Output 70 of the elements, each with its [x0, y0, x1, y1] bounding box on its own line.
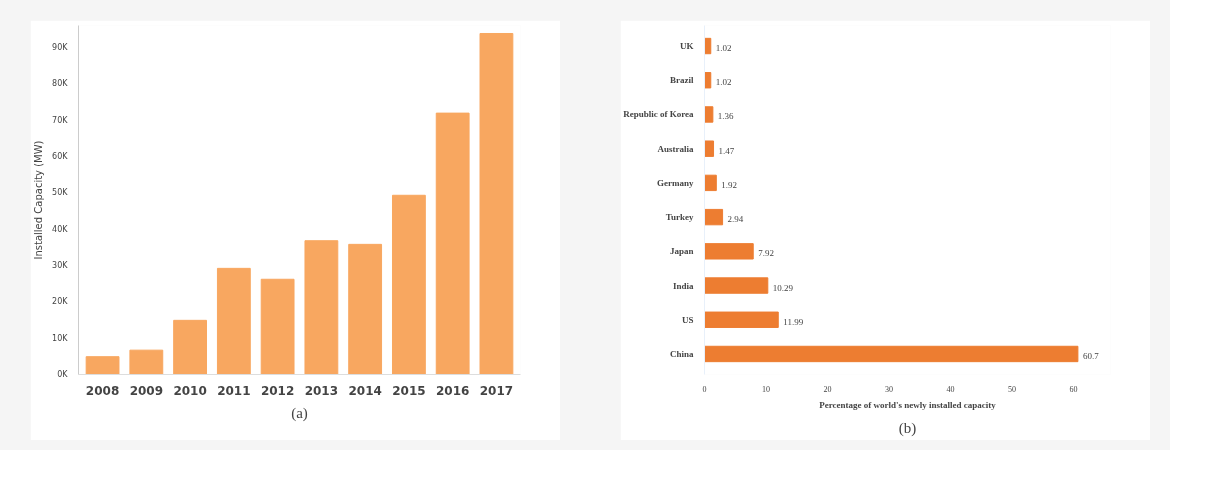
x-axis-title: Percentage of world's newly installed capacity	[819, 399, 997, 410]
bar	[392, 194, 426, 375]
text: (a)	[291, 404, 308, 422]
y-tick-label: 30K	[52, 260, 69, 270]
y-tick-label: UK	[680, 41, 694, 52]
bar	[704, 243, 754, 260]
x-tick-label: 30	[885, 384, 894, 394]
text: (b)	[898, 419, 917, 437]
bar	[704, 345, 1079, 363]
x-tick-label: 2016	[435, 383, 470, 398]
data-label: 1.92	[721, 179, 738, 190]
y-tick-label: 50K	[52, 188, 69, 198]
y-tick-label: Republic of Korea	[623, 109, 694, 120]
x-tick-label: 2017	[479, 383, 514, 398]
bar	[435, 112, 470, 375]
x-tick-label: 20	[823, 384, 832, 394]
y-tick-label: Brazil	[670, 75, 694, 86]
data-label: 1.02	[715, 77, 732, 88]
bar	[479, 33, 514, 375]
y-tick-label: Australia	[657, 143, 694, 154]
data-label: 11.99	[783, 316, 804, 327]
bar	[704, 72, 712, 89]
y-tick-label: 80K	[52, 79, 69, 89]
bar	[704, 140, 715, 157]
data-label: 1.36	[717, 111, 735, 122]
x-tick-label: 50	[1008, 384, 1017, 394]
y-tick-label: 10K	[52, 333, 69, 343]
y-tick-label: Germany	[657, 177, 694, 188]
y-tick-label: 40K	[52, 224, 69, 234]
x-tick-label: 2015	[392, 383, 426, 398]
y-tick-label: Japan	[669, 246, 694, 257]
x-tick-label: 10	[762, 384, 771, 394]
bar	[704, 106, 714, 123]
y-tick-label: US	[682, 314, 694, 325]
y-axis-title: Installed Capacity (MW)	[33, 140, 45, 260]
y-tick-label: India	[672, 280, 694, 291]
y-tick-label: 0K	[57, 370, 69, 379]
bar	[704, 174, 717, 192]
y-tick-label: 20K	[52, 297, 69, 307]
bar	[85, 356, 120, 375]
x-tick-label: 2014	[348, 383, 382, 398]
bar	[216, 267, 251, 375]
x-tick-label: 40	[946, 384, 955, 394]
y-tick-label: 90K	[52, 42, 69, 52]
data-label: 2.94	[727, 214, 744, 225]
bar	[173, 319, 207, 375]
x-tick-label: 0	[702, 384, 707, 394]
y-tick-label: 70K	[52, 115, 69, 125]
x-tick-label: 2008	[85, 383, 120, 398]
x-tick-label: 2012	[260, 383, 295, 398]
data-label: 7.92	[758, 248, 774, 259]
y-tick-label: Turkey	[665, 212, 694, 223]
x-tick-label: 2011	[217, 383, 251, 398]
bar	[348, 243, 383, 375]
x-tick-label: 2013	[304, 383, 339, 398]
x-tick-label: 2010	[173, 383, 207, 398]
bar	[304, 240, 339, 375]
bar	[260, 278, 295, 375]
y-tick-label: 60K	[52, 151, 69, 161]
bar	[704, 311, 779, 328]
bar	[704, 277, 769, 294]
x-tick-label: 2009	[129, 383, 164, 398]
data-label: 10.29	[772, 282, 794, 293]
x-tick-label: 60	[1069, 384, 1078, 394]
y-tick-label: China	[669, 348, 694, 359]
data-label: 1.02	[715, 43, 732, 54]
bar	[129, 349, 164, 375]
bar	[704, 208, 724, 226]
data-label: 60.7	[1082, 350, 1100, 361]
data-label: 1.47	[718, 145, 735, 156]
